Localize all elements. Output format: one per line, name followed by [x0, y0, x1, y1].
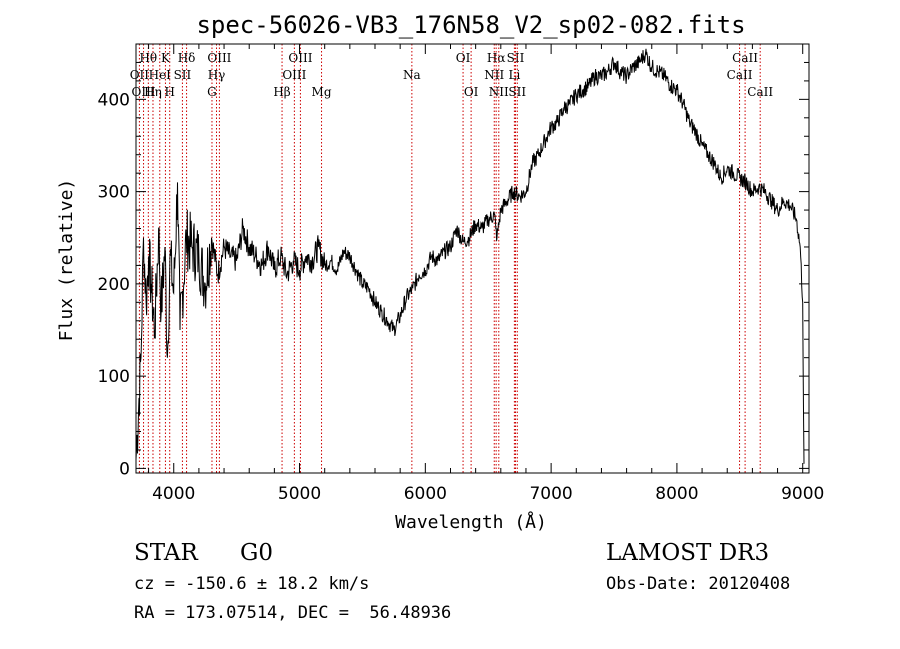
line-marker-label-2: OIII	[132, 85, 156, 99]
line-marker-label-20: NII	[484, 68, 504, 82]
line-marker-label-16: Na	[403, 68, 421, 82]
x-tick-label-4000: 4000	[152, 484, 195, 504]
line-marker-label-0: Hθ	[139, 51, 157, 65]
line-marker-label-24: SII	[508, 85, 526, 99]
line-marker-label-9: OIII	[207, 51, 231, 65]
x-tick-label-6000: 6000	[404, 484, 447, 504]
line-marker-label-1: OII	[130, 68, 150, 82]
line-marker-label-18: OI	[464, 85, 479, 99]
survey-label: LAMOST DR3	[606, 540, 770, 566]
spectrum-line	[135, 48, 805, 464]
x-tick-label-9000: 9000	[781, 484, 824, 504]
line-marker-label-21: NII	[489, 85, 509, 99]
line-marker-label-25: CaII	[732, 51, 758, 65]
y-tick-label-400: 400	[98, 90, 130, 110]
y-tick-label-300: 300	[98, 183, 130, 203]
line-marker-label-8: Hδ	[178, 51, 196, 65]
line-marker-label-3: K	[161, 51, 171, 65]
y-axis-label: Flux (relative)	[56, 179, 77, 342]
object-class: STAR	[134, 540, 198, 566]
line-marker-label-5: Hη	[144, 85, 162, 99]
x-tick-label-8000: 8000	[655, 484, 698, 504]
plot-frame	[135, 43, 810, 474]
line-marker-label-7: H	[164, 85, 174, 99]
line-marker-label-12: OIII	[288, 51, 312, 65]
line-marker-label-23: Li	[508, 68, 520, 82]
redshift-line: cz = -150.6 ± 18.2 km/s	[134, 574, 370, 594]
x-tick-label-5000: 5000	[278, 484, 321, 504]
line-marker-label-19: Hα	[487, 51, 506, 65]
y-tick-label-100: 100	[98, 367, 130, 387]
line-marker-label-10: Hγ	[208, 68, 226, 82]
line-marker-label-6: SII	[174, 68, 192, 82]
line-marker-label-11: G	[207, 85, 217, 99]
line-marker-label-27: CaII	[747, 85, 773, 99]
line-marker-label-17: OI	[456, 51, 471, 65]
line-marker-label-15: Mg	[312, 85, 332, 99]
obs-date: Obs-Date: 20120408	[606, 574, 791, 594]
spectral-subclass: G0	[240, 540, 274, 566]
coordinates: RA = 173.07514, DEC = 56.48936	[134, 603, 452, 623]
line-marker-label-4: HeI	[149, 68, 172, 82]
y-tick-label-0: 0	[119, 459, 130, 479]
line-marker-label-13: OIII	[282, 68, 306, 82]
line-marker-label-14: Hβ	[273, 85, 290, 99]
y-tick-label-200: 200	[98, 275, 130, 295]
chart-title: spec-56026-VB3_176N58_V2_sp02-082.fits	[196, 11, 745, 39]
line-marker-label-22: SII	[507, 51, 525, 65]
x-tick-label-7000: 7000	[529, 484, 572, 504]
x-axis-label: Wavelength (Å)	[395, 511, 547, 533]
line-marker-label-26: CaII	[727, 68, 753, 82]
